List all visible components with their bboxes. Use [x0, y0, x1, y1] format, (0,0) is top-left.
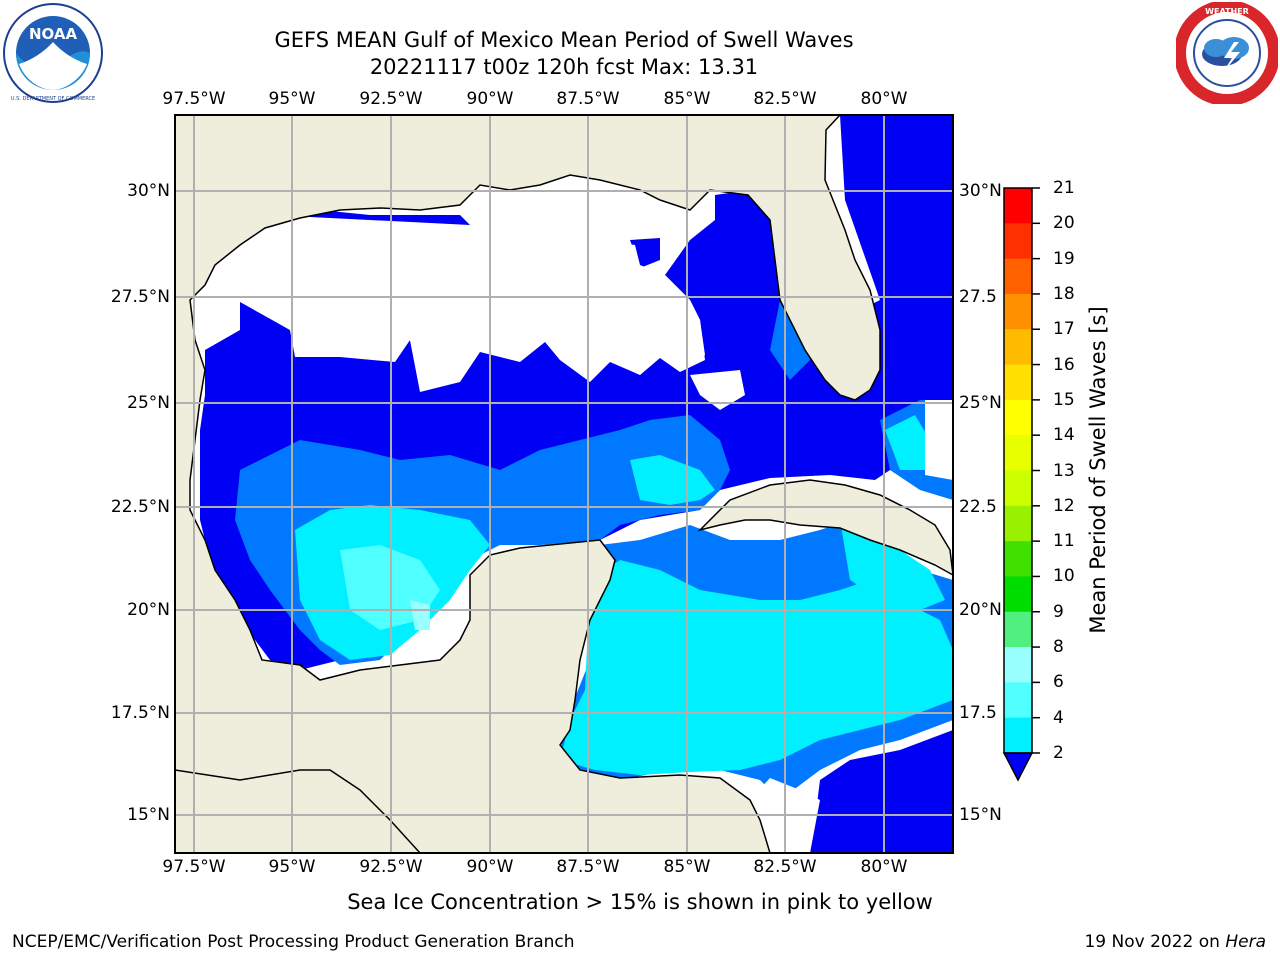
colorbar-tick-label: 12 — [1053, 495, 1075, 516]
colorbar-segment — [1004, 364, 1032, 401]
colorbar-segment — [1004, 329, 1032, 366]
colorbar-segment — [1004, 611, 1032, 648]
colorbar-tick-label: 21 — [1053, 178, 1075, 198]
svg-text:WEATHER: WEATHER — [1205, 7, 1249, 16]
lon-bot-item: 92.5°W — [359, 857, 423, 877]
colorbar-segment — [1004, 647, 1032, 683]
map-grid — [175, 115, 953, 853]
colorbar-tick-label: 8 — [1053, 637, 1064, 658]
colorbar-segment — [1004, 470, 1032, 507]
lon-bot-item: 80°W — [860, 857, 908, 877]
colorbar-segment — [1004, 541, 1032, 577]
colorbar-tick-label: 11 — [1053, 531, 1075, 552]
lon-bot-item: 82.5°W — [753, 857, 817, 877]
lon-top-item: 90°W — [466, 89, 514, 109]
footer-credit: NCEP/EMC/Verification Post Processing Pr… — [12, 932, 575, 952]
noaa-logo-text: NOAA — [29, 25, 78, 43]
colorbar-tick-label: 2 — [1053, 743, 1064, 763]
colorbar-tick-label: 15 — [1053, 389, 1075, 410]
noaa-logo: NOAA U.S. DEPARTMENT OF COMMERCE — [3, 3, 103, 103]
lat-left-item: 22.5°N — [110, 497, 170, 517]
lat-left-item: 20°N — [127, 600, 170, 620]
lat-right-item: 27.5 — [959, 287, 997, 307]
colorbar-tick-label: 6 — [1053, 672, 1064, 693]
colorbar-segment — [1004, 399, 1032, 436]
colorbar-tick-label: 20 — [1053, 213, 1075, 234]
colorbar-segment — [1004, 258, 1032, 295]
lon-bot-item: 90°W — [466, 857, 514, 877]
land-masses — [174, 114, 954, 854]
lon-top-item: 85°W — [663, 89, 711, 109]
sea-ice-note: Sea Ice Concentration > 15% is shown in … — [347, 890, 933, 914]
lon-top-item: 82.5°W — [753, 89, 817, 109]
lat-right-item: 15°N — [959, 805, 1002, 825]
lat-left-item: 15°N — [127, 805, 170, 825]
colorbar-tick-label: 14 — [1053, 425, 1075, 446]
lat-left-item: 25°N — [127, 393, 170, 413]
colorbar-segment — [1004, 188, 1032, 224]
lat-left-item: 30°N — [127, 181, 170, 201]
colorbar — [1002, 187, 1040, 782]
lat-right-item: 30°N — [959, 181, 1002, 201]
footer-date-text: 19 Nov 2022 on — [1084, 932, 1226, 952]
lon-bot-item: 87.5°W — [556, 857, 620, 877]
colorbar-segment — [1004, 435, 1032, 471]
nws-logo: WEATHER — [1176, 2, 1278, 104]
colorbar-tick-label: 10 — [1053, 566, 1075, 587]
colorbar-segment — [1004, 223, 1032, 260]
colorbar-tick-label: 16 — [1053, 354, 1075, 375]
lon-bot-item: 85°W — [663, 857, 711, 877]
colorbar-tick-label: 19 — [1053, 248, 1075, 269]
map-frame — [174, 114, 954, 854]
map-subtitle: 20221117 t00z 120h fcst Max: 13.31 — [369, 55, 759, 79]
lat-left-item: 27.5°N — [110, 287, 170, 307]
footer-date: 19 Nov 2022 on Hera — [1084, 932, 1266, 952]
lat-left-item: 17.5°N — [110, 703, 170, 723]
colorbar-segment — [1004, 682, 1032, 719]
lat-right-item: 20°N — [959, 600, 1002, 620]
lon-top-item: 87.5°W — [556, 89, 620, 109]
svg-text:U.S. DEPARTMENT OF COMMERCE: U.S. DEPARTMENT OF COMMERCE — [11, 96, 95, 102]
colorbar-segment — [1004, 293, 1032, 330]
footer-host: Hera — [1225, 932, 1266, 952]
colorbar-tick-label: 17 — [1053, 319, 1075, 340]
colorbar-tick-label: 18 — [1053, 283, 1075, 304]
colorbar-segment — [1004, 717, 1032, 754]
colorbar-tick-label: 4 — [1053, 707, 1064, 728]
lon-bot-item: 97.5°W — [162, 857, 226, 877]
lat-right-item: 25°N — [959, 393, 1002, 413]
lon-top-item: 95°W — [268, 89, 316, 109]
colorbar-segment — [1004, 576, 1032, 613]
colorbar-extend-arrow — [1002, 752, 1034, 782]
lat-right-item: 17.5 — [959, 703, 997, 723]
lon-top-item: 92.5°W — [359, 89, 423, 109]
colorbar-tick-label: 13 — [1053, 460, 1075, 481]
lon-top-item: 97.5°W — [162, 89, 226, 109]
map-title: GEFS MEAN Gulf of Mexico Mean Period of … — [274, 28, 854, 52]
colorbar-label: Mean Period of Swell Waves [s] — [1086, 306, 1110, 634]
lat-right-item: 22.5 — [959, 497, 997, 517]
lon-top-item: 80°W — [860, 89, 908, 109]
colorbar-tick-label: 9 — [1053, 601, 1064, 622]
colorbar-segment — [1004, 505, 1032, 542]
lon-bot-item: 95°W — [268, 857, 316, 877]
